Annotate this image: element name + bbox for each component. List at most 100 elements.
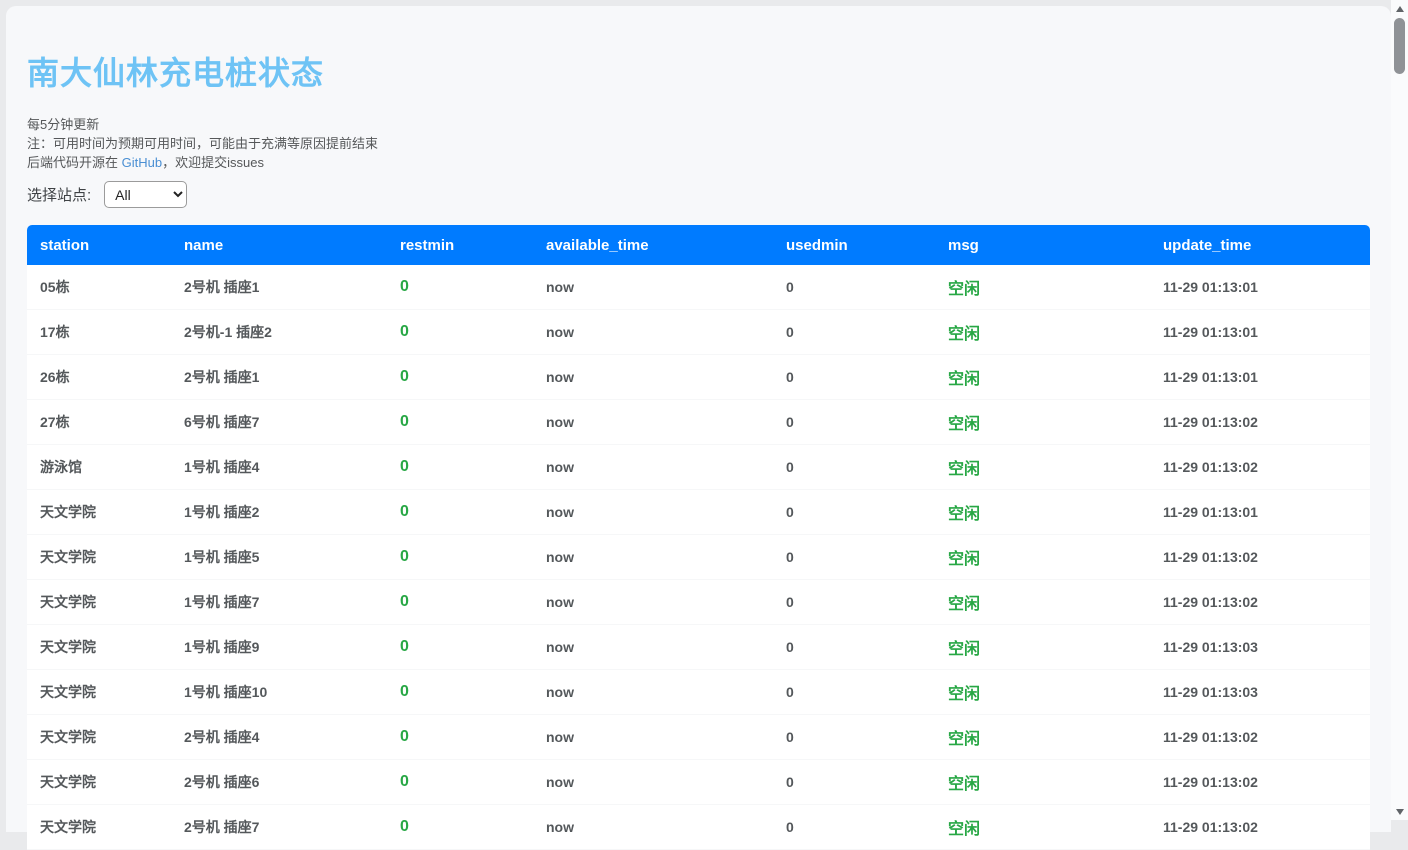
cell-station: 天文学院 — [27, 760, 171, 805]
cell-station: 27栋 — [27, 400, 171, 445]
column-header-msg: msg — [935, 225, 1150, 265]
cell-restmin: 0 — [387, 355, 533, 400]
scrollbar-thumb[interactable] — [1394, 18, 1405, 74]
cell-usedmin: 0 — [773, 400, 935, 445]
github-link[interactable]: GitHub — [122, 155, 162, 170]
cell-available_time: now — [533, 625, 773, 670]
cell-restmin: 0 — [387, 535, 533, 580]
cell-station: 天文学院 — [27, 625, 171, 670]
cell-msg: 空闲 — [935, 580, 1150, 625]
note-source-suffix: ，欢迎提交issues — [162, 155, 264, 170]
cell-restmin: 0 — [387, 805, 533, 850]
page-title: 南大仙林充电桩状态 — [27, 55, 1370, 91]
cell-restmin: 0 — [387, 625, 533, 670]
column-header-usedmin: usedmin — [773, 225, 935, 265]
cell-available_time: now — [533, 715, 773, 760]
cell-usedmin: 0 — [773, 805, 935, 850]
cell-restmin: 0 — [387, 580, 533, 625]
cell-update_time: 11-29 01:13:02 — [1150, 400, 1370, 445]
cell-update_time: 11-29 01:13:02 — [1150, 535, 1370, 580]
page-card: 南大仙林充电桩状态 每5分钟更新 注：可用时间为预期可用时间，可能由于充满等原因… — [6, 6, 1391, 832]
vertical-scrollbar[interactable] — [1391, 0, 1408, 820]
cell-msg: 空闲 — [935, 760, 1150, 805]
cell-restmin: 0 — [387, 400, 533, 445]
cell-usedmin: 0 — [773, 580, 935, 625]
station-select[interactable]: All — [104, 181, 187, 208]
cell-update_time: 11-29 01:13:02 — [1150, 580, 1370, 625]
cell-update_time: 11-29 01:13:03 — [1150, 625, 1370, 670]
scrollbar-up-arrow-icon[interactable] — [1391, 0, 1408, 17]
cell-name: 2号机 插座7 — [171, 805, 387, 850]
cell-available_time: now — [533, 760, 773, 805]
cell-station: 天文学院 — [27, 805, 171, 850]
cell-update_time: 11-29 01:13:02 — [1150, 445, 1370, 490]
cell-msg: 空闲 — [935, 715, 1150, 760]
cell-usedmin: 0 — [773, 445, 935, 490]
cell-available_time: now — [533, 580, 773, 625]
cell-available_time: now — [533, 310, 773, 355]
cell-usedmin: 0 — [773, 355, 935, 400]
note-refresh: 每5分钟更新 — [27, 115, 1370, 134]
cell-available_time: now — [533, 670, 773, 715]
cell-update_time: 11-29 01:13:01 — [1150, 490, 1370, 535]
cell-available_time: now — [533, 400, 773, 445]
cell-restmin: 0 — [387, 760, 533, 805]
cell-available_time: now — [533, 445, 773, 490]
cell-usedmin: 0 — [773, 715, 935, 760]
note-disclaimer: 注：可用时间为预期可用时间，可能由于充满等原因提前结束 — [27, 134, 1370, 153]
cell-name: 1号机 插座4 — [171, 445, 387, 490]
scrollbar-down-arrow-icon[interactable] — [1391, 803, 1408, 820]
cell-msg: 空闲 — [935, 445, 1150, 490]
cell-restmin: 0 — [387, 445, 533, 490]
station-filter-label: 选择站点: — [27, 184, 91, 205]
cell-available_time: now — [533, 355, 773, 400]
cell-name: 2号机 插座6 — [171, 760, 387, 805]
cell-station: 17栋 — [27, 310, 171, 355]
cell-name: 1号机 插座9 — [171, 625, 387, 670]
column-header-available_time: available_time — [533, 225, 773, 265]
cell-station: 游泳馆 — [27, 445, 171, 490]
cell-msg: 空闲 — [935, 355, 1150, 400]
cell-station: 天文学院 — [27, 580, 171, 625]
cell-name: 2号机 插座1 — [171, 265, 387, 310]
station-filter-row: 选择站点: All — [27, 181, 1370, 208]
cell-usedmin: 0 — [773, 265, 935, 310]
cell-name: 1号机 插座2 — [171, 490, 387, 535]
cell-msg: 空闲 — [935, 625, 1150, 670]
cell-name: 2号机 插座1 — [171, 355, 387, 400]
cell-usedmin: 0 — [773, 760, 935, 805]
column-header-update_time: update_time — [1150, 225, 1370, 265]
cell-name: 1号机 插座5 — [171, 535, 387, 580]
cell-station: 26栋 — [27, 355, 171, 400]
cell-usedmin: 0 — [773, 670, 935, 715]
cell-station: 天文学院 — [27, 715, 171, 760]
cell-name: 2号机-1 插座2 — [171, 310, 387, 355]
cell-update_time: 11-29 01:13:02 — [1150, 805, 1370, 850]
cell-update_time: 11-29 01:13:03 — [1150, 670, 1370, 715]
column-header-name: name — [171, 225, 387, 265]
cell-station: 天文学院 — [27, 535, 171, 580]
notes-block: 每5分钟更新 注：可用时间为预期可用时间，可能由于充满等原因提前结束 后端代码开… — [27, 115, 1370, 172]
page-content: 南大仙林充电桩状态 每5分钟更新 注：可用时间为预期可用时间，可能由于充满等原因… — [6, 55, 1391, 850]
cell-msg: 空闲 — [935, 310, 1150, 355]
cell-restmin: 0 — [387, 715, 533, 760]
cell-name: 6号机 插座7 — [171, 400, 387, 445]
cell-update_time: 11-29 01:13:01 — [1150, 310, 1370, 355]
cell-available_time: now — [533, 535, 773, 580]
cell-msg: 空闲 — [935, 265, 1150, 310]
column-header-station: station — [27, 225, 171, 265]
cell-restmin: 0 — [387, 265, 533, 310]
cell-name: 2号机 插座4 — [171, 715, 387, 760]
